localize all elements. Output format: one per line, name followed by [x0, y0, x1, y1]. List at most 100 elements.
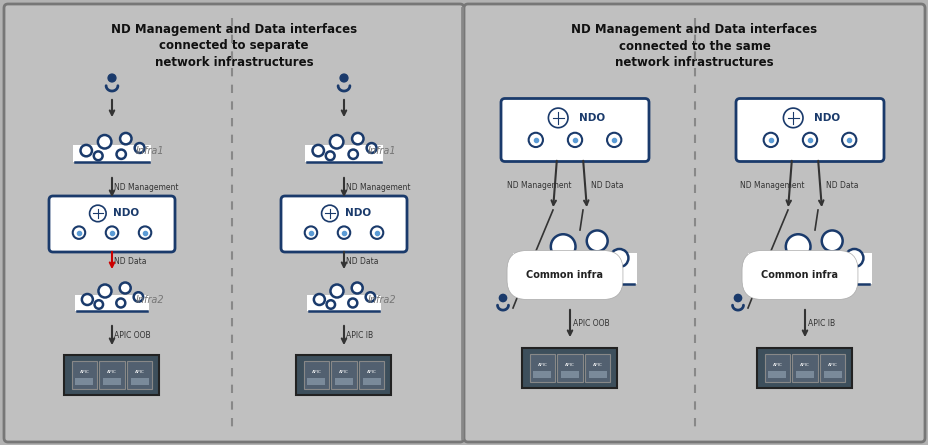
Circle shape	[499, 294, 506, 302]
FancyBboxPatch shape	[792, 354, 817, 382]
Text: APIC: APIC	[107, 370, 117, 374]
FancyBboxPatch shape	[735, 98, 883, 162]
FancyBboxPatch shape	[4, 4, 463, 442]
Text: APIC: APIC	[80, 370, 89, 374]
Circle shape	[120, 133, 132, 144]
FancyBboxPatch shape	[767, 371, 786, 378]
FancyBboxPatch shape	[358, 361, 384, 389]
Circle shape	[586, 231, 607, 251]
Text: APIC: APIC	[592, 363, 602, 367]
FancyBboxPatch shape	[307, 295, 380, 311]
FancyBboxPatch shape	[823, 371, 841, 378]
Text: APIC: APIC	[827, 363, 836, 367]
Text: Infra1: Infra1	[135, 146, 164, 156]
Text: APIC: APIC	[135, 370, 145, 374]
Text: NDO: NDO	[344, 208, 371, 218]
Circle shape	[544, 264, 561, 280]
Circle shape	[610, 249, 627, 267]
Circle shape	[802, 133, 817, 147]
Text: NDO: NDO	[113, 208, 139, 218]
Text: Common infra: Common infra	[761, 270, 838, 280]
Circle shape	[82, 294, 93, 305]
FancyBboxPatch shape	[588, 371, 606, 378]
FancyBboxPatch shape	[522, 348, 617, 388]
Circle shape	[733, 294, 741, 302]
Circle shape	[326, 151, 334, 160]
FancyBboxPatch shape	[335, 378, 353, 385]
FancyBboxPatch shape	[75, 378, 94, 385]
FancyBboxPatch shape	[512, 253, 637, 283]
FancyBboxPatch shape	[296, 355, 391, 395]
Text: ND Management: ND Management	[345, 183, 410, 193]
Text: Infra1: Infra1	[367, 146, 396, 156]
Circle shape	[314, 294, 325, 305]
Circle shape	[338, 227, 350, 239]
FancyBboxPatch shape	[747, 253, 871, 283]
Circle shape	[97, 135, 111, 149]
FancyBboxPatch shape	[529, 354, 555, 382]
Text: ND Data: ND Data	[345, 256, 378, 266]
FancyBboxPatch shape	[103, 378, 121, 385]
Circle shape	[352, 283, 362, 294]
Text: ND Management and Data interfaces
connected to the same
network infrastructures: ND Management and Data interfaces connec…	[571, 23, 817, 69]
FancyBboxPatch shape	[463, 4, 924, 442]
Circle shape	[116, 150, 126, 159]
Text: Infra2: Infra2	[135, 295, 164, 305]
FancyBboxPatch shape	[561, 371, 578, 378]
Circle shape	[116, 299, 125, 307]
Text: APIC: APIC	[564, 363, 574, 367]
Text: APIC: APIC	[537, 363, 547, 367]
Circle shape	[98, 284, 111, 298]
Circle shape	[348, 150, 357, 159]
Circle shape	[138, 227, 151, 239]
Circle shape	[329, 135, 343, 149]
Circle shape	[528, 133, 542, 147]
Circle shape	[763, 133, 777, 147]
Circle shape	[340, 74, 348, 82]
Circle shape	[72, 227, 85, 239]
FancyBboxPatch shape	[756, 348, 852, 388]
Text: ND Data: ND Data	[114, 256, 147, 266]
Circle shape	[94, 151, 102, 160]
Circle shape	[120, 283, 131, 294]
Circle shape	[134, 292, 143, 302]
FancyBboxPatch shape	[307, 378, 325, 385]
Circle shape	[135, 143, 145, 153]
FancyBboxPatch shape	[500, 98, 649, 162]
Text: NDO: NDO	[813, 113, 839, 123]
Text: APIC: APIC	[772, 363, 781, 367]
FancyBboxPatch shape	[99, 361, 124, 389]
Circle shape	[348, 299, 357, 307]
Text: ND Management: ND Management	[114, 183, 178, 193]
Circle shape	[785, 234, 809, 259]
Text: APIC: APIC	[799, 363, 809, 367]
Text: ND Management: ND Management	[507, 181, 571, 190]
Circle shape	[312, 145, 324, 156]
Text: ND Data: ND Data	[825, 181, 857, 190]
Circle shape	[81, 145, 92, 156]
Circle shape	[367, 143, 376, 153]
Circle shape	[327, 300, 335, 309]
Circle shape	[108, 74, 116, 82]
FancyBboxPatch shape	[362, 378, 380, 385]
Text: APIC: APIC	[367, 370, 376, 374]
FancyBboxPatch shape	[280, 196, 406, 252]
Text: APIC: APIC	[311, 370, 321, 374]
Text: APIC OOB: APIC OOB	[114, 332, 150, 340]
Text: Infra2: Infra2	[367, 295, 396, 305]
FancyBboxPatch shape	[795, 371, 813, 378]
Circle shape	[779, 264, 795, 280]
FancyBboxPatch shape	[557, 354, 582, 382]
FancyBboxPatch shape	[49, 196, 174, 252]
Circle shape	[95, 300, 103, 309]
Circle shape	[330, 284, 343, 298]
FancyBboxPatch shape	[73, 146, 150, 162]
FancyBboxPatch shape	[533, 371, 551, 378]
FancyBboxPatch shape	[75, 295, 148, 311]
Circle shape	[366, 292, 375, 302]
Circle shape	[370, 227, 383, 239]
Circle shape	[606, 133, 621, 147]
Text: ND Management and Data interfaces
connected to separate
network infrastructures: ND Management and Data interfaces connec…	[110, 23, 356, 69]
Circle shape	[821, 231, 842, 251]
Circle shape	[844, 249, 862, 267]
